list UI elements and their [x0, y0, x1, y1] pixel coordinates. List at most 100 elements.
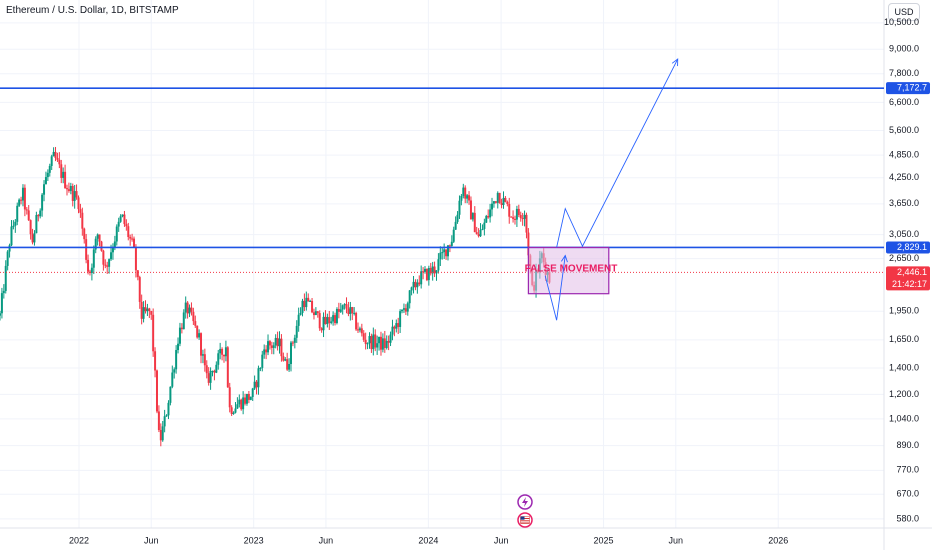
candle-body	[201, 354, 204, 356]
candle-body	[131, 238, 134, 240]
candle-body	[121, 214, 124, 217]
candle-body	[312, 312, 315, 316]
candle-body	[343, 304, 346, 306]
time-tick-label: 2022	[69, 535, 89, 545]
candle-body	[90, 267, 93, 273]
candle-body	[58, 159, 61, 165]
candle-body	[175, 350, 178, 370]
candle-body	[125, 224, 128, 227]
candle-body	[27, 210, 30, 221]
candle-body	[404, 308, 407, 312]
candle-body	[276, 337, 279, 347]
candle-body	[211, 370, 214, 372]
candle-body	[14, 221, 17, 226]
candle-body	[429, 267, 432, 274]
candle-body	[111, 247, 114, 253]
candle-body	[295, 325, 298, 338]
candle-body	[391, 326, 394, 335]
time-axis[interactable]: 2022 Jun 2023 Jun 2024 Jun 2025 Jun 2026	[69, 535, 788, 545]
candle-body	[226, 347, 229, 388]
candle-body	[69, 186, 72, 191]
candle-body	[399, 311, 402, 327]
candle-body	[496, 192, 499, 203]
candle-body	[37, 215, 40, 217]
candle-body	[222, 354, 225, 357]
candle-body	[489, 209, 492, 218]
candle-body	[98, 234, 101, 242]
candle-body	[255, 381, 258, 388]
candle-body	[144, 307, 147, 312]
candle-body	[397, 323, 400, 327]
false-movement-zone[interactable]	[527, 246, 610, 295]
candle-body	[177, 343, 180, 351]
candle-body	[284, 359, 287, 361]
candle-body	[242, 397, 245, 410]
lightning-icon[interactable]	[517, 494, 533, 510]
candle-body	[464, 187, 467, 199]
candle-body	[347, 308, 350, 314]
candle-body	[230, 407, 233, 415]
candle-body	[110, 252, 113, 260]
candle-body	[418, 282, 421, 285]
candle-body	[43, 184, 46, 195]
candle-body	[6, 251, 9, 266]
candle-body	[406, 303, 409, 312]
projection-path[interactable]	[556, 58, 679, 248]
candle-body	[188, 307, 191, 314]
candle-body	[425, 268, 428, 281]
candle-body	[485, 215, 488, 223]
candle-body	[517, 208, 520, 215]
candle-body	[167, 402, 170, 416]
candle-body	[83, 228, 86, 240]
candle-body	[186, 302, 189, 314]
candle-body	[159, 429, 162, 441]
candle-body	[134, 247, 137, 271]
us-flag-icon[interactable]	[517, 512, 533, 528]
projection-arrows[interactable]	[544, 58, 679, 321]
price-axis[interactable]: 10,500.0 9,000.0 7,800.0 6,600.0 5,600.0 4,85…	[884, 17, 919, 523]
candle-body	[87, 259, 90, 272]
candle-body	[152, 314, 155, 352]
candle-body	[372, 334, 375, 350]
candle-body	[263, 349, 266, 355]
candle-body	[374, 334, 377, 348]
candle-body	[437, 259, 440, 271]
price-tick-label: 580.0	[896, 513, 919, 523]
candle-body	[491, 203, 494, 210]
price-tick-label: 1,040.0	[889, 413, 919, 423]
candle-body	[366, 343, 369, 345]
horizontal-lines[interactable]	[0, 87, 884, 249]
candle-body	[163, 416, 166, 427]
candle-body	[320, 328, 323, 331]
candle-body	[209, 371, 212, 383]
candle-body	[519, 214, 522, 219]
candle-body	[341, 305, 344, 310]
candle-body	[385, 340, 388, 348]
candle-body	[106, 265, 109, 267]
candle-body	[67, 189, 70, 191]
candle-body	[0, 293, 3, 314]
candle-body	[318, 313, 321, 329]
candle-body	[357, 329, 360, 331]
candle-body	[324, 316, 327, 325]
line-price-badge	[886, 82, 930, 95]
candle-body	[244, 397, 247, 404]
price-tick-label: 10,500.0	[884, 17, 919, 27]
candle-body	[286, 359, 289, 370]
candle-body	[274, 337, 277, 346]
candle-body	[441, 252, 444, 254]
candle-body	[481, 228, 484, 231]
projection-path[interactable]	[544, 255, 566, 321]
candle-body	[217, 353, 220, 365]
time-tick-label: 2024	[418, 535, 438, 545]
candle-body	[305, 297, 308, 308]
candle-body	[2, 290, 5, 294]
candle-body	[454, 221, 457, 230]
candle-body	[148, 308, 151, 312]
currency-button[interactable]: USD	[888, 3, 920, 21]
time-tick-label: 2026	[768, 535, 788, 545]
price-tick-label: 1,400.0	[889, 362, 919, 372]
candle-body	[525, 214, 528, 233]
candle-body	[483, 222, 486, 229]
